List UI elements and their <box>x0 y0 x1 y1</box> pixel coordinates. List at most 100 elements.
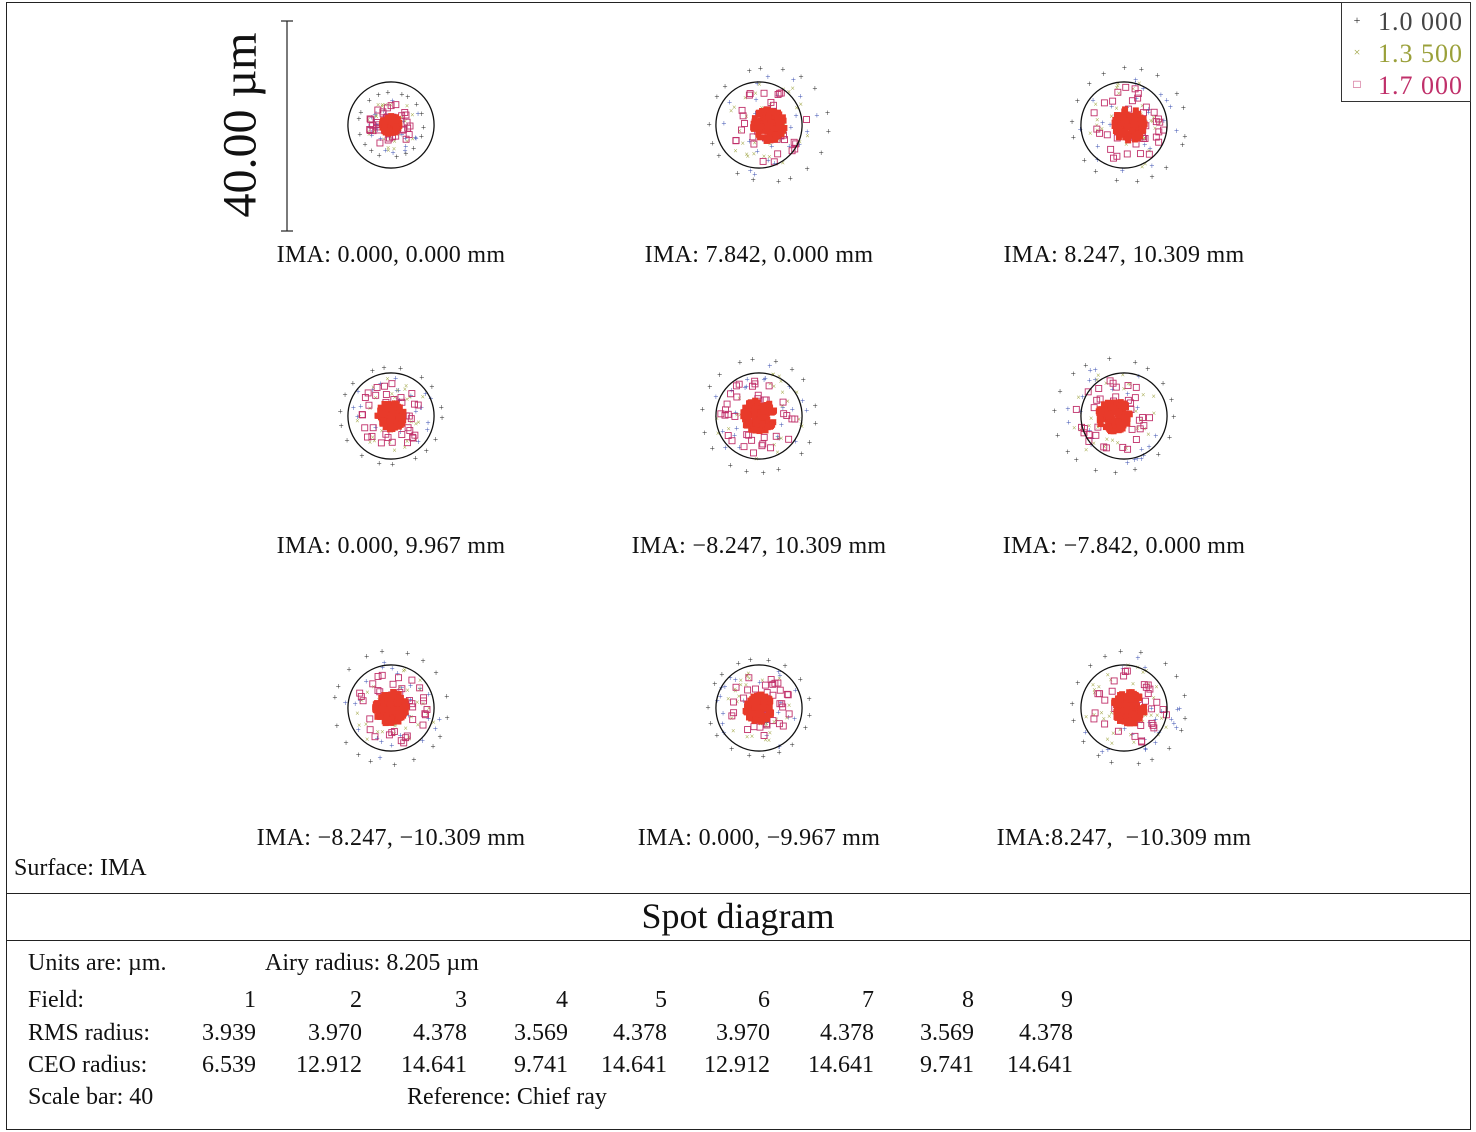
spot-point: + <box>1052 406 1057 416</box>
spot-point: + <box>733 675 738 685</box>
spot-point <box>374 687 382 694</box>
spot-point: + <box>395 668 400 678</box>
geo-value: 6.539 <box>202 1052 256 1078</box>
spot-point: × <box>733 685 738 694</box>
spot-point: + <box>737 443 742 453</box>
spot-point <box>1132 121 1139 128</box>
spot-point <box>361 424 369 432</box>
spot-field-6: ++++++++++++++++++++++++++××××××××××××××… <box>1052 354 1177 478</box>
spot-point <box>398 431 406 439</box>
spot-point: + <box>399 683 404 693</box>
spot-point: + <box>358 107 363 117</box>
spot-point: × <box>777 372 782 381</box>
spot-point: × <box>1143 134 1148 143</box>
spot-point <box>1101 720 1109 728</box>
spot-point <box>395 691 402 698</box>
spot-point: + <box>744 382 749 392</box>
spot-point: × <box>787 88 792 97</box>
spot-point <box>730 698 738 706</box>
spot-point: + <box>1087 425 1092 435</box>
spot-point <box>374 106 382 114</box>
spot-point: × <box>410 110 415 119</box>
spot-point: × <box>772 717 777 726</box>
spot-point <box>750 426 757 433</box>
spot-point: + <box>339 421 344 431</box>
spot-point: × <box>780 402 785 411</box>
spot-point <box>770 407 777 414</box>
spot-point <box>1127 693 1134 700</box>
spot-point: + <box>1175 704 1180 714</box>
spot-point <box>1117 122 1124 129</box>
spot-point: × <box>726 424 731 433</box>
spot-point: × <box>392 144 397 153</box>
spot-point <box>401 109 409 116</box>
spot-point: × <box>768 139 773 148</box>
spot-point <box>745 91 753 99</box>
spot-point <box>1146 414 1153 422</box>
spot-point: × <box>794 388 799 397</box>
spot-point <box>1137 705 1144 712</box>
spot-point: × <box>1151 693 1156 702</box>
spot-point <box>373 700 380 707</box>
spot-point <box>759 420 766 427</box>
rms-value: 3.970 <box>716 1020 770 1046</box>
spot-point <box>1124 123 1131 130</box>
spot-point: + <box>813 419 818 429</box>
spot-point: × <box>745 152 750 161</box>
spot-point <box>395 718 402 725</box>
spot-point <box>1132 700 1139 707</box>
spot-point <box>756 109 763 116</box>
spot-point: × <box>1149 117 1154 126</box>
spot-point <box>371 733 379 741</box>
spot-point: + <box>1055 430 1060 440</box>
spot-point: + <box>747 751 752 761</box>
spot-point: × <box>1151 113 1156 122</box>
spot-point <box>404 439 411 447</box>
spot-point <box>364 433 371 441</box>
field-number: 9 <box>1061 987 1073 1013</box>
spot-point: + <box>1161 116 1166 126</box>
spot-point <box>423 706 431 713</box>
spot-point <box>1140 704 1147 711</box>
spot-point <box>765 695 772 702</box>
spot-point: + <box>345 436 350 446</box>
spot-point <box>393 423 400 430</box>
spot-point: × <box>403 385 408 394</box>
rms-value: 3.569 <box>514 1020 568 1046</box>
spot-point: + <box>338 406 343 416</box>
scale-bar-text: Scale bar: 40 <box>28 1084 154 1110</box>
spot-point: + <box>753 109 758 119</box>
spot-point: + <box>1169 714 1174 724</box>
spot-point: + <box>1100 747 1105 757</box>
spot-point: + <box>416 109 421 119</box>
spot-point: × <box>1111 729 1116 738</box>
spot-point <box>732 136 740 144</box>
spot-point <box>397 421 404 428</box>
spot-point: × <box>1099 709 1104 718</box>
spot-point: + <box>390 460 395 470</box>
spot-point <box>372 704 379 711</box>
spot-point <box>750 125 757 132</box>
spot-point: + <box>396 385 401 395</box>
spot-point <box>1085 431 1093 439</box>
spot-point: + <box>1074 455 1079 465</box>
spot-point: + <box>399 89 404 99</box>
spot-point <box>396 700 403 707</box>
spot-point <box>374 412 381 419</box>
airy-circle <box>715 81 803 169</box>
geo-value: 14.641 <box>1007 1052 1073 1078</box>
spot-point: + <box>1134 94 1139 104</box>
spot-point: × <box>797 415 802 424</box>
spot-point: × <box>416 721 421 730</box>
airy-circle <box>715 664 803 752</box>
spot-point: + <box>438 732 443 742</box>
spot-point <box>381 382 388 390</box>
spot-point: + <box>732 430 737 440</box>
spot-point <box>1092 431 1100 439</box>
spot-point <box>774 150 782 158</box>
spot-point: + <box>1143 745 1148 755</box>
spot-point: + <box>733 408 738 418</box>
spot-point: × <box>1143 159 1148 168</box>
spot-point: × <box>386 146 391 155</box>
spot-point <box>759 717 766 724</box>
